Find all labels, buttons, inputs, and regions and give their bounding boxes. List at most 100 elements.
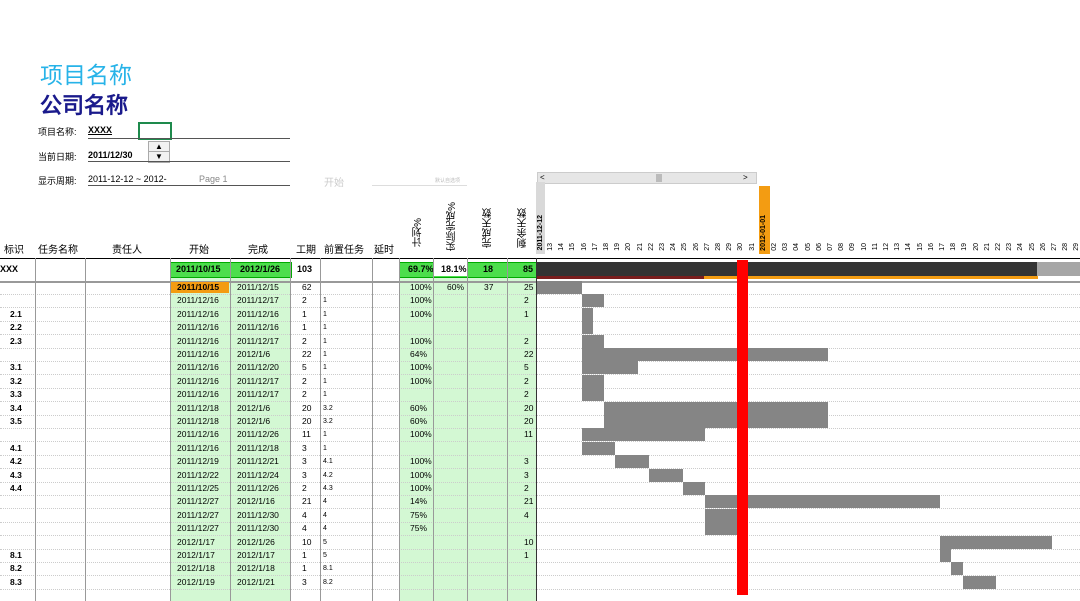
cell-pred: 1 [323,351,327,358]
table-row[interactable]: 2011/12/16 2011/12/17 2 1 100% 2 [0,294,1080,309]
cell-id: 3.1 [10,362,22,373]
table-row[interactable]: 4.4 2011/12/25 2011/12/26 2 4.3 100% 2 [0,482,1080,496]
gantt-bar[interactable] [705,522,739,536]
gantt-bar[interactable] [604,401,829,415]
date-spinner[interactable]: ▲ ▼ [148,141,170,163]
cell-plan: 100% [410,456,432,467]
col-duration: 工期 [296,245,316,256]
cell-start: 2012/1/19 [177,576,215,587]
gantt-bar[interactable] [682,482,705,495]
gantt-bar[interactable] [581,428,705,442]
table-row[interactable]: 4.1 2011/12/16 2011/12/18 3 1 [0,441,1080,456]
table-row[interactable]: 2.1 2011/12/16 2011/12/16 1 1 100% 1 [0,307,1080,322]
cell-dur: 1 [302,563,307,574]
grid-line [372,258,373,601]
grid-line [507,258,508,601]
cell-id: 2.2 [10,322,22,333]
cell-start: 2011/12/16 [177,375,219,386]
grid-line [536,258,537,601]
timeline-day: 29 [726,243,734,251]
timeline-day: 14 [558,243,566,251]
cell-dur: 3 [302,469,307,480]
table-row[interactable]: 3.4 2011/12/18 2012/1/6 20 3.2 60% 20 [0,401,1080,416]
spin-down-icon[interactable]: ▼ [155,152,163,161]
current-date-value[interactable]: 2011/12/30 [88,150,133,160]
selected-cell[interactable] [138,122,172,140]
gantt-bar[interactable] [705,495,941,509]
gantt-bar[interactable] [604,415,829,428]
col-predecessor: 前置任务 [324,245,364,256]
table-row[interactable]: 2011/12/27 2011/12/30 4 4 75% [0,522,1080,537]
scroll-left-icon[interactable]: < [540,173,545,182]
gantt-bar[interactable] [581,294,605,308]
cell-actual: 60% [447,282,465,292]
cell-finish: 2011/12/30 [237,509,279,520]
cell-remain: 10 [524,536,534,547]
gantt-bar[interactable] [581,374,605,388]
scroll-thumb[interactable] [656,174,662,182]
gantt-bar[interactable] [940,535,1053,549]
company-title: 公司名称 [40,93,129,119]
timeline-day: 19 [961,243,969,251]
grid-line [230,258,231,601]
table-row[interactable]: 8.3 2012/1/19 2012/1/21 3 8.2 [0,575,1080,590]
gantt-bar[interactable] [581,321,593,335]
table-row[interactable]: 2.2 2011/12/16 2011/12/16 1 1 [0,321,1080,336]
table-row[interactable]: 8.2 2012/1/18 2012/1/18 1 8.1 [0,562,1080,577]
gantt-bar[interactable] [962,575,997,589]
table-row[interactable]: 2011/12/27 2012/1/16 21 4 14% 21 [0,495,1080,510]
cell-finish: 2012/1/17 [237,550,275,560]
cell-dur: 2 [302,335,307,346]
table-row[interactable]: 3.5 2011/12/18 2012/1/6 20 3.2 60% 20 [0,415,1080,429]
cell-plan: 100% [410,335,432,346]
grid-line [290,258,291,601]
gantt-bar[interactable] [581,361,638,375]
table-row[interactable]: 2011/12/16 2012/1/6 22 1 64% 22 [0,348,1080,362]
cell-plan: 64% [410,349,428,359]
table-row[interactable]: 3.2 2011/12/16 2011/12/17 2 1 100% 2 [0,374,1080,389]
table-row[interactable]: 3.1 2011/12/16 2011/12/20 5 1 100% 5 [0,361,1080,376]
cell-remain: 20 [524,416,534,426]
cell-pred: 4.3 [323,485,333,492]
table-row[interactable]: 2.3 2011/12/16 2011/12/17 2 1 100% 2 [0,334,1080,349]
gantt-bar[interactable] [581,388,605,402]
project-name-value: XXXX [88,125,113,135]
table-row[interactable]: 2012/1/17 2012/1/26 10 5 10 [0,535,1080,550]
table-row[interactable]: 4.2 2011/12/19 2011/12/21 3 4.1 100% 3 [0,455,1080,470]
spin-up-icon[interactable]: ▲ [149,142,169,152]
period-underline [88,172,290,186]
timeline-scrollbar[interactable]: < > [537,172,757,184]
table-row[interactable]: 2011/12/16 2011/12/26 11 1 100% 11 [0,428,1080,443]
timeline-day: 25 [681,243,689,251]
table-row[interactable]: 2011/10/15 2011/12/15 62 100% 60% 37 25 [0,281,1080,295]
project-title: 项目名称 [40,63,132,89]
gantt-bar[interactable] [581,307,593,321]
start-hint: 开始 [324,178,344,189]
gantt-bar[interactable] [951,562,963,576]
gantt-bar[interactable] [581,334,605,348]
cell-id: 3.4 [10,402,22,413]
summary-gantt-bar [537,262,1037,276]
table-row[interactable]: 2011/12/27 2011/12/30 4 4 75% 4 [0,508,1080,523]
table-row[interactable]: 8.1 2012/1/17 2012/1/17 1 5 1 [0,549,1080,563]
gantt-bar[interactable] [940,549,952,562]
cell-dur: 1 [302,308,307,319]
cell-start: 2011/12/16 [177,362,219,373]
col-actual-pct: 实际完成% [447,202,458,251]
gantt-bar[interactable] [615,455,649,469]
cell-remain: 2 [524,295,529,306]
table-row[interactable]: 4.3 2011/12/22 2011/12/24 3 4.2 100% 3 [0,468,1080,483]
timeline-day: 03 [782,243,790,251]
cell-finish: 2012/1/26 [237,536,275,547]
cell-id: 3.3 [10,389,22,400]
gantt-bar[interactable] [537,281,582,294]
cell-remain: 25 [524,282,534,292]
gantt-bar[interactable] [581,348,829,361]
gantt-bar[interactable] [581,441,616,455]
table-row[interactable]: 3.3 2011/12/16 2011/12/17 2 1 2 [0,388,1080,403]
scroll-right-icon[interactable]: > [743,173,748,182]
gantt-bar[interactable] [705,508,739,522]
timeline-start-date: 2011-12-12 [537,215,544,251]
gantt-bar[interactable] [649,468,683,482]
grid-line [170,258,171,601]
